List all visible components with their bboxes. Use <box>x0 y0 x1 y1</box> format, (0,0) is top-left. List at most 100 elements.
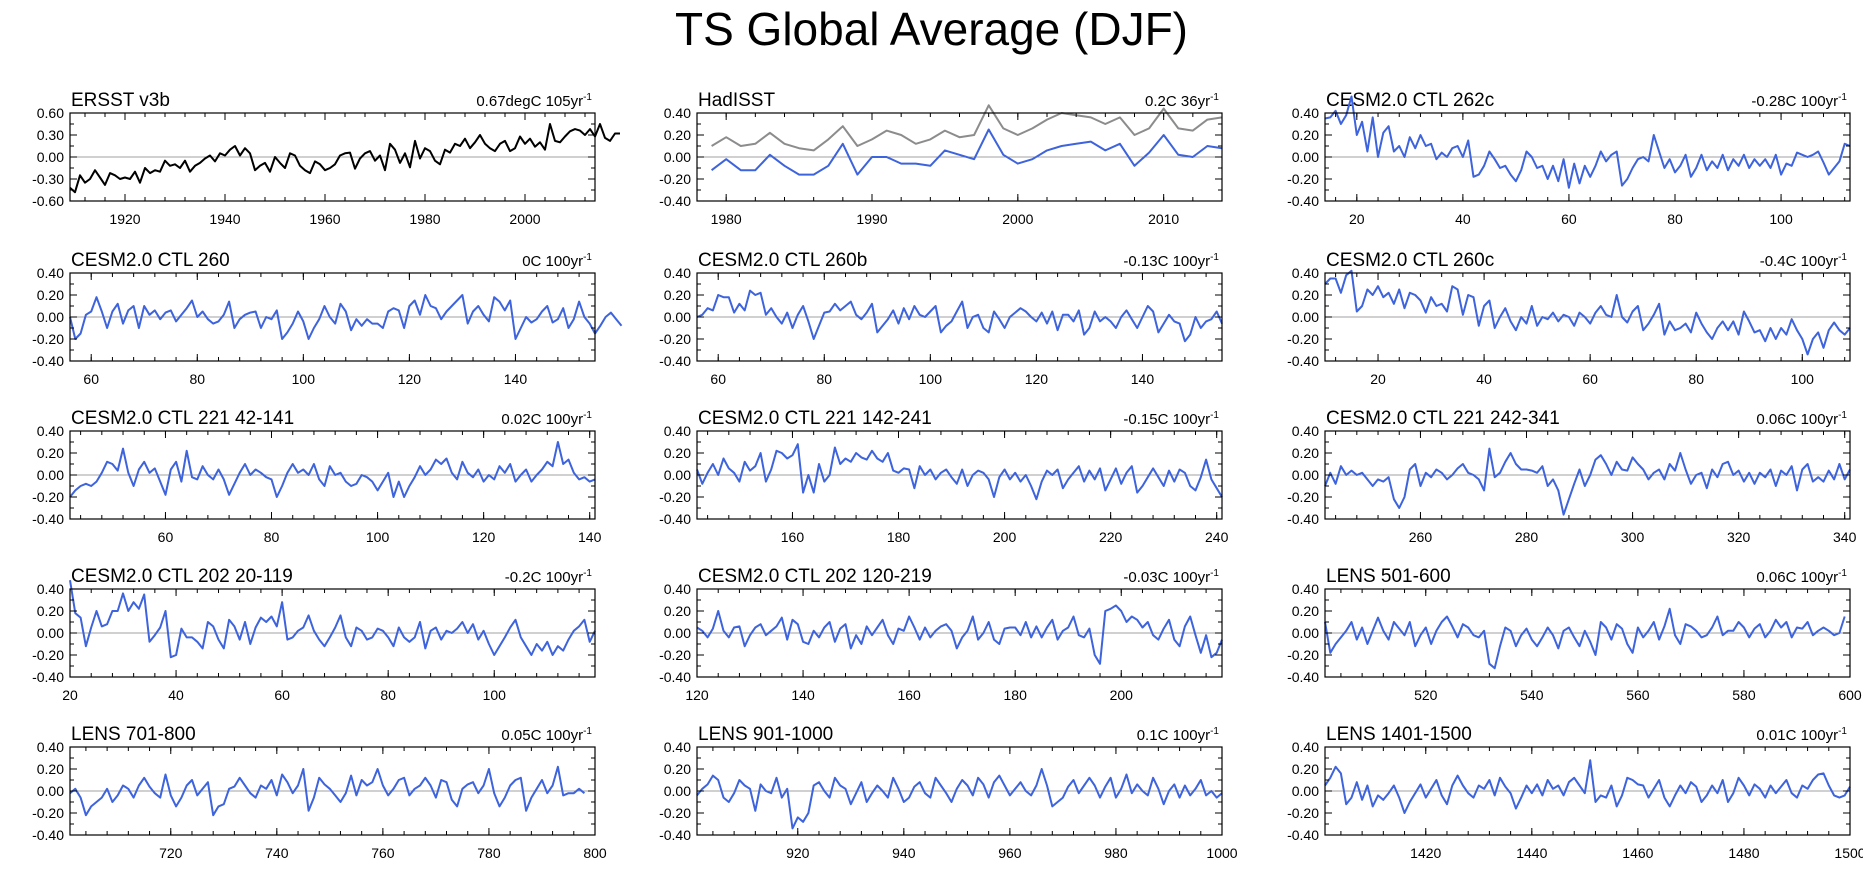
y-tick-label: 0.20 <box>37 287 64 303</box>
panel-title: CESM2.0 CTL 221 242-341 <box>1326 408 1560 429</box>
x-tick-label: 140 <box>791 687 815 703</box>
panel-title: CESM2.0 CTL 202 20-119 <box>71 566 293 587</box>
x-tick-label: 940 <box>892 845 916 861</box>
y-tick-label: 0.00 <box>37 625 64 641</box>
y-tick-label: -0.40 <box>32 511 64 527</box>
trend-label: -0.15C 100yr-1 <box>1123 410 1219 428</box>
y-tick-label: 0.00 <box>37 783 64 799</box>
panel-8: CESM2.0 CTL 221 242-341 0.06C 100yr-1 0.40… <box>1287 408 1857 545</box>
panel-11: LENS 501-600 0.06C 100yr-1 0.40 0.20 0.00 -0.… <box>1287 566 1862 703</box>
y-tick-label: 0.40 <box>664 423 691 439</box>
x-tick-label: 80 <box>189 371 205 387</box>
y-tick-label: 0.20 <box>1292 603 1319 619</box>
series-line <box>1324 447 1851 516</box>
y-tick-label: -0.20 <box>32 489 64 505</box>
y-tick-label: 0.00 <box>664 467 691 483</box>
x-tick-label: 160 <box>897 687 921 703</box>
y-tick-label: 0.20 <box>664 127 691 143</box>
panel-title: CESM2.0 CTL 260 <box>71 250 230 271</box>
trend-label: 0.01C 100yr-1 <box>1756 726 1847 744</box>
series-line <box>696 604 1223 665</box>
x-tick-label: 280 <box>1515 529 1539 545</box>
x-tick-label: 740 <box>265 845 289 861</box>
x-tick-label: 60 <box>710 371 726 387</box>
x-tick-label: 320 <box>1727 529 1751 545</box>
x-tick-label: 260 <box>1409 529 1433 545</box>
x-tick-label: 60 <box>83 371 99 387</box>
y-tick-label: 0.20 <box>664 287 691 303</box>
series-line <box>1324 269 1851 356</box>
y-tick-label: 0.00 <box>664 625 691 641</box>
panel-title: HadISST <box>698 90 775 111</box>
y-tick-label: -0.40 <box>659 827 691 843</box>
x-tick-label: 60 <box>158 529 174 545</box>
trend-label: -0.03C 100yr-1 <box>1123 568 1219 586</box>
panel-title: CESM2.0 CTL 260c <box>1326 250 1494 271</box>
x-tick-label: 180 <box>887 529 911 545</box>
panel-1: HadISST 0.2C 36yr-1 0.40 0.20 0.00 -0.20 -0.40… <box>659 90 1223 227</box>
y-tick-label: -0.40 <box>1287 669 1319 685</box>
x-tick-label: 200 <box>1110 687 1134 703</box>
y-tick-label: 0.20 <box>37 603 64 619</box>
y-tick-label: 0.40 <box>1292 581 1319 597</box>
trend-label: 0.06C 100yr-1 <box>1756 410 1847 428</box>
x-tick-label: 1920 <box>109 211 140 227</box>
y-tick-label: -0.40 <box>32 353 64 369</box>
y-tick-label: 0.00 <box>1292 309 1319 325</box>
panel-title: ERSST v3b <box>71 90 170 111</box>
x-tick-label: 560 <box>1626 687 1650 703</box>
x-tick-label: 120 <box>685 687 709 703</box>
x-tick-label: 1980 <box>711 211 742 227</box>
y-tick-label: 0.40 <box>1292 105 1319 121</box>
y-tick-label: -0.40 <box>659 669 691 685</box>
y-tick-label: -0.40 <box>659 193 691 209</box>
trend-label: -0.28C 100yr-1 <box>1751 92 1847 110</box>
x-tick-label: 1940 <box>209 211 240 227</box>
trend-label: 0.2C 36yr-1 <box>1145 92 1219 110</box>
x-tick-label: 140 <box>1131 371 1155 387</box>
panel-title: CESM2.0 CTL 221 142-241 <box>698 408 932 429</box>
x-tick-label: 960 <box>998 845 1022 861</box>
panel-10: CESM2.0 CTL 202 120-219 -0.03C 100yr-1 0.4… <box>659 566 1223 703</box>
series-line <box>696 768 1223 830</box>
y-tick-label: -0.20 <box>659 331 691 347</box>
x-tick-label: 40 <box>1455 211 1471 227</box>
x-tick-label: 1440 <box>1516 845 1547 861</box>
y-tick-label: 0.20 <box>664 761 691 777</box>
panel-title: LENS 501-600 <box>1326 566 1451 587</box>
y-tick-label: 0.00 <box>1292 783 1319 799</box>
panel-7: CESM2.0 CTL 221 142-241 -0.15C 100yr-1 0.4… <box>659 408 1229 545</box>
x-tick-label: 100 <box>366 529 390 545</box>
series-line <box>69 765 586 817</box>
x-tick-label: 980 <box>1104 845 1128 861</box>
x-tick-label: 1000 <box>1206 845 1237 861</box>
x-tick-label: 100 <box>1791 371 1815 387</box>
x-tick-label: 80 <box>264 529 280 545</box>
x-tick-label: 920 <box>786 845 810 861</box>
y-tick-label: -0.40 <box>1287 827 1319 843</box>
x-tick-label: 760 <box>371 845 395 861</box>
x-tick-label: 200 <box>993 529 1017 545</box>
series-line <box>69 441 596 498</box>
trend-label: 0.05C 100yr-1 <box>501 726 592 744</box>
y-tick-label: 0.20 <box>1292 445 1319 461</box>
y-tick-label: -0.40 <box>659 353 691 369</box>
y-tick-label: 0.40 <box>37 423 64 439</box>
y-tick-label: -0.40 <box>32 669 64 685</box>
y-tick-label: 0.20 <box>1292 127 1319 143</box>
panel-title: CESM2.0 CTL 221 42-141 <box>71 408 294 429</box>
y-tick-label: -0.60 <box>32 193 64 209</box>
panel-title: CESM2.0 CTL 262c <box>1326 90 1494 111</box>
y-tick-label: -0.20 <box>1287 331 1319 347</box>
y-tick-label: 0.40 <box>664 265 691 281</box>
x-tick-label: 2000 <box>1002 211 1033 227</box>
panel-0: ERSST v3b 0.67degC 105yr-1 0.60 0.30 0.00 -0.… <box>32 90 620 227</box>
x-tick-label: 580 <box>1732 687 1756 703</box>
x-tick-label: 80 <box>380 687 396 703</box>
x-tick-label: 80 <box>1688 371 1704 387</box>
y-tick-label: 0.20 <box>37 445 64 461</box>
y-tick-label: -0.20 <box>659 805 691 821</box>
x-tick-label: 1480 <box>1728 845 1759 861</box>
panel-13: LENS 901-1000 0.1C 100yr-1 0.40 0.20 0.00 -0.… <box>659 724 1238 861</box>
trend-label: 0.67degC 105yr-1 <box>476 92 592 110</box>
